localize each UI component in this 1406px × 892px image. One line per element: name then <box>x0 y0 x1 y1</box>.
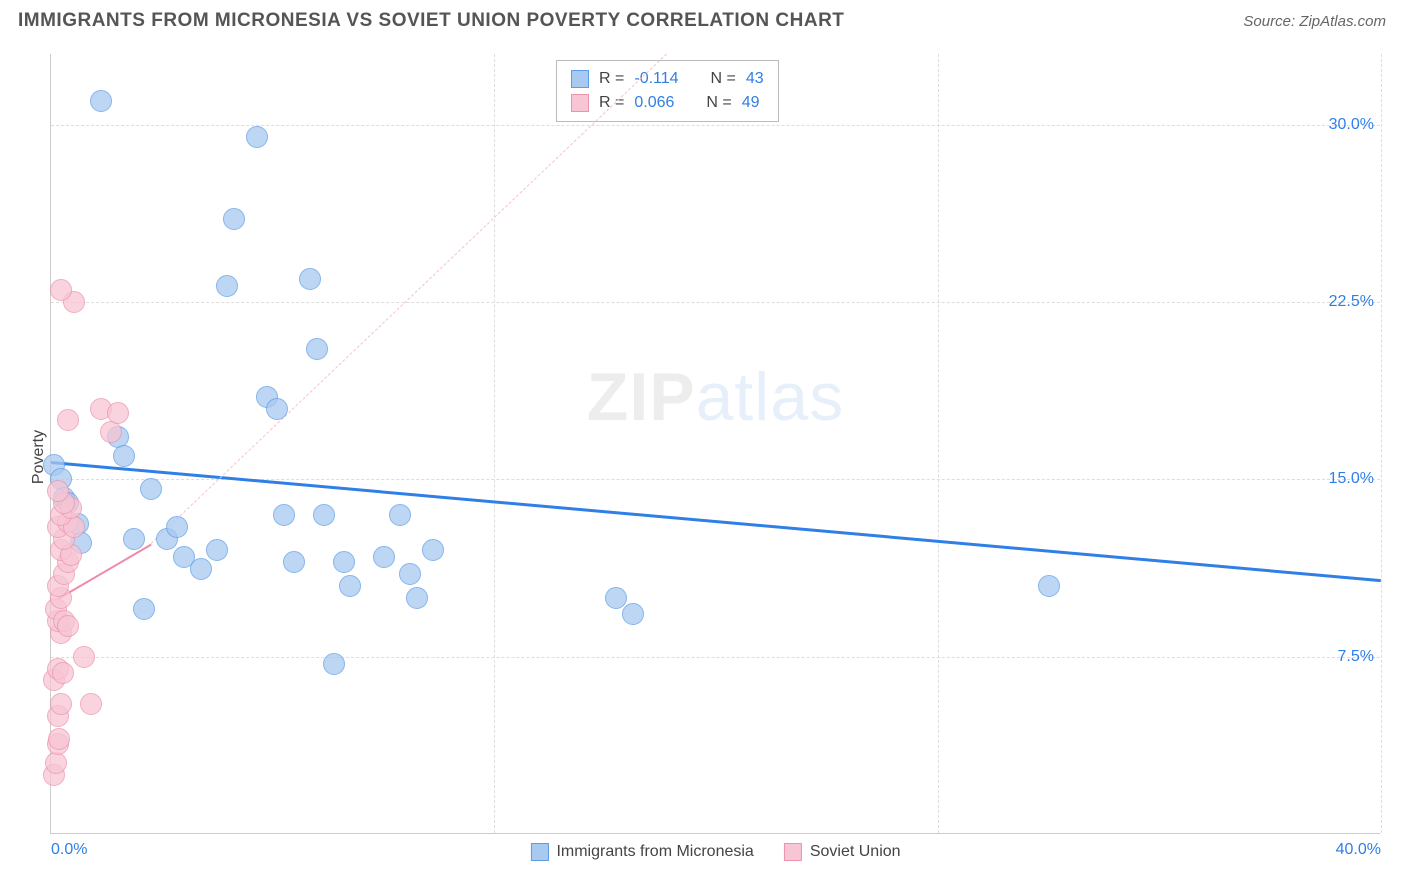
data-point <box>283 551 305 573</box>
data-point <box>389 504 411 526</box>
data-point <box>273 504 295 526</box>
gridline-v <box>494 54 495 833</box>
data-point <box>422 539 444 561</box>
y-tick-label: 30.0% <box>1329 116 1374 134</box>
gridline-v <box>938 54 939 833</box>
data-point <box>216 275 238 297</box>
data-point <box>299 268 321 290</box>
gridline-v <box>1381 54 1382 833</box>
chart-title: IMMIGRANTS FROM MICRONESIA VS SOVIET UNI… <box>18 10 844 32</box>
data-point <box>50 279 72 301</box>
data-point <box>605 587 627 609</box>
n-label: N = <box>706 91 731 115</box>
data-point <box>50 693 72 715</box>
r-label: R = <box>599 67 624 91</box>
data-point <box>622 603 644 625</box>
data-point <box>373 546 395 568</box>
data-point <box>80 693 102 715</box>
source-credit: Source: ZipAtlas.com <box>1243 13 1386 30</box>
data-point <box>1038 575 1060 597</box>
legend-item: Immigrants from Micronesia <box>530 843 753 861</box>
y-tick-label: 15.0% <box>1329 470 1374 488</box>
data-point <box>57 615 79 637</box>
correlation-legend: R =-0.114N =43R =0.066N =49 <box>556 60 779 122</box>
plot-region: ZIPatlas R =-0.114N =43R =0.066N =49 Imm… <box>50 54 1380 834</box>
gridline-h <box>51 302 1380 303</box>
n-value: 49 <box>742 91 760 115</box>
data-point <box>223 208 245 230</box>
legend-label: Soviet Union <box>810 843 901 861</box>
y-tick-label: 7.5% <box>1338 648 1374 666</box>
trend-line <box>150 54 666 544</box>
data-point <box>140 478 162 500</box>
data-point <box>100 421 122 443</box>
r-label: R = <box>599 91 624 115</box>
x-tick-label: 40.0% <box>1336 841 1381 859</box>
series-legend: Immigrants from Micronesia Soviet Union <box>530 843 900 861</box>
legend-label: Immigrants from Micronesia <box>556 843 753 861</box>
legend-row: R =-0.114N =43 <box>571 67 764 91</box>
data-point <box>339 575 361 597</box>
data-point <box>206 539 228 561</box>
legend-item: Soviet Union <box>784 843 901 861</box>
gridline-h <box>51 125 1380 126</box>
data-point <box>47 480 69 502</box>
n-value: 43 <box>746 67 764 91</box>
legend-swatch <box>571 70 589 88</box>
n-label: N = <box>711 67 736 91</box>
data-point <box>333 551 355 573</box>
x-tick-label: 0.0% <box>51 841 87 859</box>
data-point <box>52 662 74 684</box>
legend-swatch <box>530 843 548 861</box>
data-point <box>73 646 95 668</box>
data-point <box>45 752 67 774</box>
chart-area: Poverty ZIPatlas R =-0.114N =43R =0.066N… <box>18 42 1388 872</box>
legend-swatch <box>784 843 802 861</box>
data-point <box>107 402 129 424</box>
data-point <box>313 504 335 526</box>
y-tick-label: 22.5% <box>1329 293 1374 311</box>
data-point <box>406 587 428 609</box>
data-point <box>166 516 188 538</box>
data-point <box>90 90 112 112</box>
data-point <box>123 528 145 550</box>
data-point <box>57 409 79 431</box>
data-point <box>133 598 155 620</box>
data-point <box>246 126 268 148</box>
r-value: 0.066 <box>634 91 674 115</box>
data-point <box>323 653 345 675</box>
gridline-h <box>51 657 1380 658</box>
watermark: ZIPatlas <box>587 358 844 436</box>
data-point <box>266 398 288 420</box>
data-point <box>190 558 212 580</box>
legend-row: R = 0.066 N = 49 <box>571 91 764 115</box>
data-point <box>113 445 135 467</box>
legend-swatch <box>571 94 589 112</box>
data-point <box>48 728 70 750</box>
data-point <box>399 563 421 585</box>
data-point <box>306 338 328 360</box>
